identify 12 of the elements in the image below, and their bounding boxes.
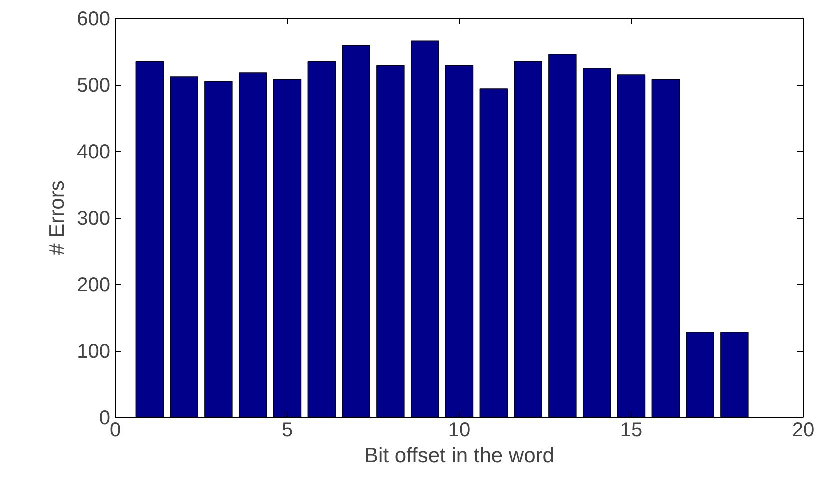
y-tick-label: 500 xyxy=(77,75,111,97)
y-axis-title: # Errors xyxy=(46,180,70,256)
y-tick-label: 400 xyxy=(77,142,111,164)
x-tick-label: 5 xyxy=(282,420,294,442)
x-tick-label: 10 xyxy=(448,420,471,442)
y-tick-label: 600 xyxy=(77,8,111,30)
x-tick-label: 20 xyxy=(792,420,815,442)
x-axis-title: Bit offset in the word xyxy=(364,444,554,468)
x-tick-label: 15 xyxy=(620,420,643,442)
y-tick-label: 100 xyxy=(77,341,111,363)
y-tick-label: 300 xyxy=(77,208,111,230)
y-tick-label: 200 xyxy=(77,274,111,296)
